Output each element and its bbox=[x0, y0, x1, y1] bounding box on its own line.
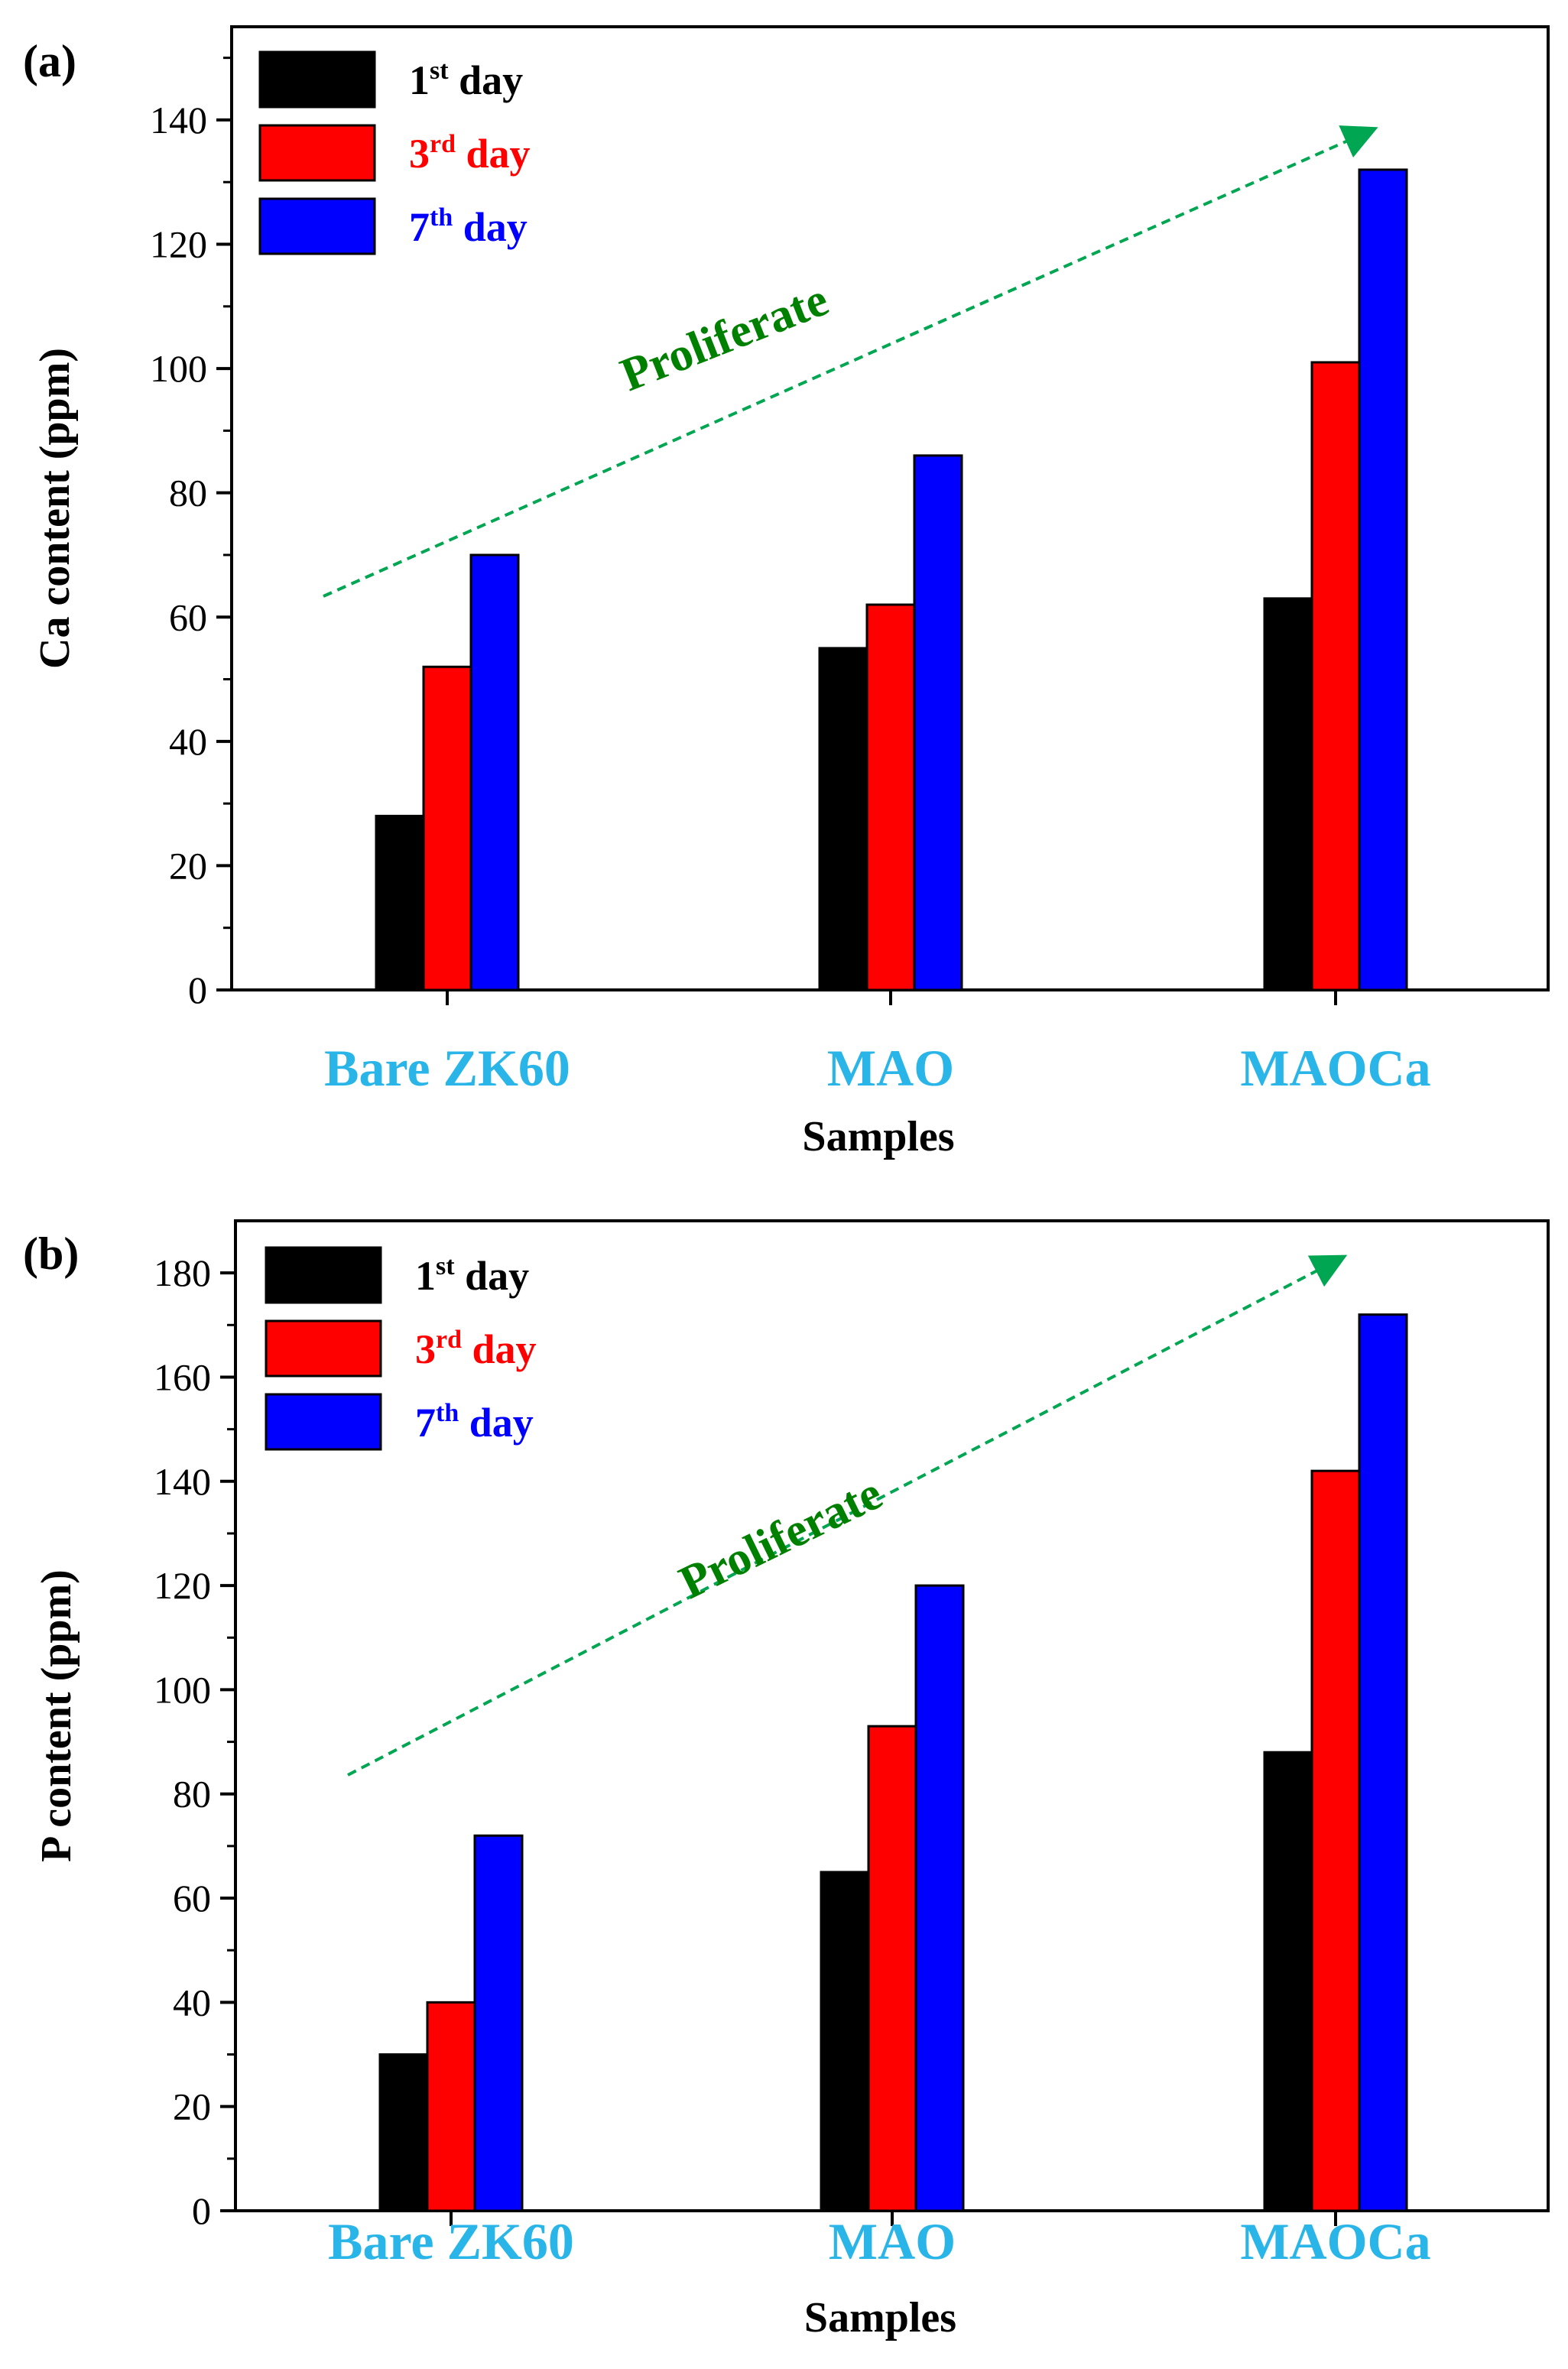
y-tick-label: 40 bbox=[169, 720, 207, 763]
legend-swatch bbox=[258, 124, 376, 182]
legend-entry-label: 7th day bbox=[415, 1399, 534, 1446]
y-tick-label: 0 bbox=[188, 969, 207, 1011]
legend-entry-label: 3rd day bbox=[415, 1326, 537, 1372]
bar-maoca-1 bbox=[1263, 597, 1313, 991]
bar-bare-zk60-7 bbox=[469, 553, 520, 991]
bar-maoca-7 bbox=[1358, 1313, 1408, 2212]
y-tick-label: 60 bbox=[169, 595, 207, 638]
y-tick-label: 120 bbox=[150, 223, 207, 266]
y-tick-label: 120 bbox=[154, 1564, 211, 1607]
bar-mao-1 bbox=[820, 1871, 870, 2212]
y-tick-label: 60 bbox=[173, 1877, 211, 1920]
category-label: MAO bbox=[829, 2212, 956, 2270]
y-tick-label: 80 bbox=[169, 472, 207, 514]
y-tick-label: 160 bbox=[154, 1355, 211, 1398]
trend-arrow bbox=[347, 1254, 1348, 1777]
y-tick-label: 140 bbox=[154, 1460, 211, 1503]
category-label: Bare ZK60 bbox=[324, 1039, 570, 1097]
legend-entry-label: 1st day bbox=[415, 1252, 529, 1299]
bar-bare-zk60-3 bbox=[422, 665, 472, 991]
y-tick-label: 180 bbox=[154, 1251, 211, 1294]
y-tick-label: 20 bbox=[169, 844, 207, 887]
bar-mao-3 bbox=[865, 603, 916, 991]
y-tick-label: 100 bbox=[154, 1668, 211, 1711]
bar-maoca-7 bbox=[1358, 168, 1408, 991]
y-tick-label: 80 bbox=[173, 1773, 211, 1816]
legend-entry-label: 7th day bbox=[409, 203, 528, 250]
y-axis-title: P content (ppm) bbox=[33, 1569, 80, 1862]
legend-swatch bbox=[265, 1246, 382, 1304]
y-tick-label: 140 bbox=[150, 99, 207, 141]
proliferate-annotation: Proliferate bbox=[671, 1467, 890, 1609]
y-tick-label: 40 bbox=[173, 1981, 211, 2023]
x-axis-title: Samples bbox=[804, 2294, 956, 2341]
y-tick-label: 100 bbox=[150, 347, 207, 390]
bar-maoca-3 bbox=[1310, 361, 1361, 991]
legend-swatch bbox=[258, 197, 376, 255]
bar-bare-zk60-1 bbox=[378, 2053, 429, 2212]
bar-bare-zk60-3 bbox=[426, 2001, 476, 2212]
x-axis-title: Samples bbox=[802, 1113, 954, 1160]
panel-label: (b) bbox=[23, 1228, 79, 1279]
legend-swatch bbox=[258, 50, 376, 109]
panel-label: (a) bbox=[23, 36, 76, 86]
bar-mao-3 bbox=[867, 1725, 917, 2212]
legend-entry-label: 3rd day bbox=[409, 130, 531, 177]
legend-swatch bbox=[265, 1319, 382, 1378]
category-label: MAO bbox=[827, 1039, 954, 1097]
bar-mao-1 bbox=[818, 647, 868, 991]
panel-b: 0 20 40 60 80 100 120 140 160 180 Bare ZK60 MAO MAOC… bbox=[23, 1219, 1550, 2341]
bar-bare-zk60-7 bbox=[473, 1834, 524, 2212]
legend-entry-label: 1st day bbox=[409, 57, 523, 103]
bar-maoca-3 bbox=[1310, 1469, 1361, 2212]
y-axis-title: Ca content (ppm) bbox=[31, 348, 79, 669]
y-tick-label: 20 bbox=[173, 2085, 211, 2128]
legend-swatch bbox=[265, 1393, 382, 1451]
bar-mao-7 bbox=[914, 1584, 965, 2212]
category-label: Bare ZK60 bbox=[328, 2212, 574, 2270]
y-tick-label: 0 bbox=[192, 2189, 211, 2232]
bar-bare-zk60-1 bbox=[375, 814, 425, 991]
panel-a: 0 20 40 60 80 100 120 140 Bare ZK60 MAO MAOCa Sampl… bbox=[23, 25, 1550, 1160]
bar-maoca-1 bbox=[1263, 1751, 1313, 2212]
trend-arrow bbox=[323, 125, 1378, 598]
bar-mao-7 bbox=[913, 454, 963, 991]
category-label: MAOCa bbox=[1240, 2212, 1430, 2270]
category-label: MAOCa bbox=[1240, 1039, 1430, 1097]
